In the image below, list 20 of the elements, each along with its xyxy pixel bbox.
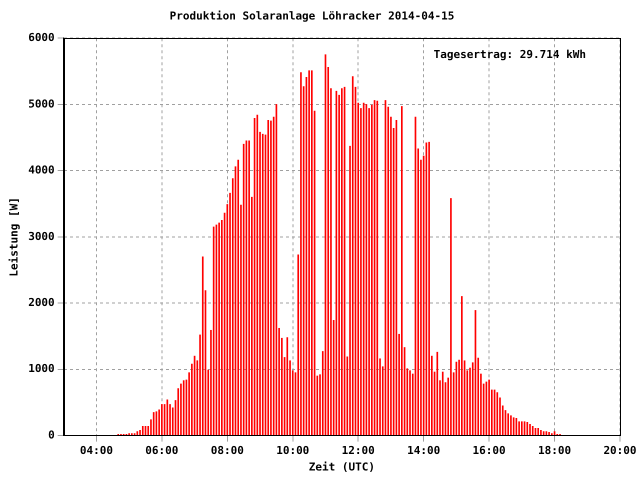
y-tick-label: 2000 bbox=[28, 296, 55, 309]
x-tick-label: 06:00 bbox=[145, 444, 178, 458]
x-tick-label: 12:00 bbox=[342, 444, 375, 458]
y-tick-label: 5000 bbox=[28, 97, 55, 110]
y-axis-title: Leistung [W] bbox=[7, 197, 20, 277]
y-tick-label: 0 bbox=[48, 428, 55, 442]
x-tick-label: 04:00 bbox=[80, 444, 113, 458]
x-tick-label: 14:00 bbox=[407, 444, 440, 458]
chart-title: Produktion Solaranlage Löhracker 2014-04-15 bbox=[170, 9, 454, 22]
x-tick-label: 08:00 bbox=[210, 444, 244, 458]
y-tick-label: 3000 bbox=[28, 230, 55, 243]
annotation: Tagesertrag: 29.714 kWh bbox=[434, 48, 586, 62]
y-tick-label: 1000 bbox=[28, 362, 55, 376]
x-tick-label: 20:00 bbox=[603, 444, 637, 458]
x-axis-title: Zeit (UTC) bbox=[308, 460, 375, 474]
y-tick-label: 6000 bbox=[28, 31, 55, 44]
x-tick-label: 18:00 bbox=[538, 444, 572, 458]
x-tick-label: 10:00 bbox=[276, 444, 310, 458]
x-tick-label: 16:00 bbox=[472, 444, 506, 458]
y-tick-label: 4000 bbox=[28, 164, 55, 177]
